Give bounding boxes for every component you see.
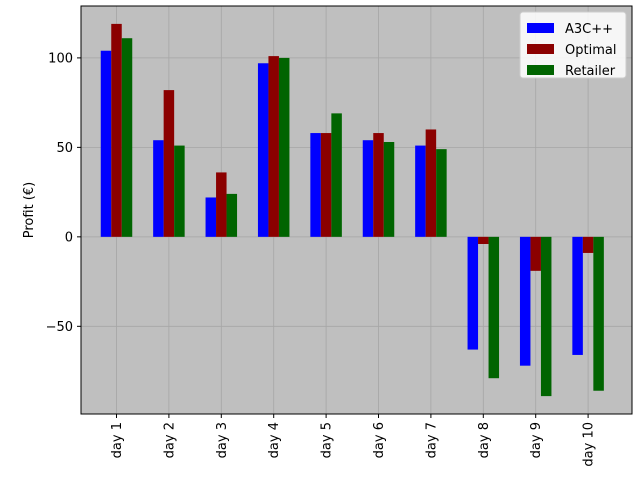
bar-retailer-day-8 — [488, 236, 500, 379]
legend-label: A3C++ — [565, 22, 613, 37]
bar-retailer-day-6 — [383, 142, 395, 237]
y-tick-label: 50 — [56, 141, 73, 156]
y-tick-label: −50 — [46, 320, 73, 335]
bar-optimal-day-2 — [163, 90, 175, 237]
bar-retailer-day-9 — [540, 236, 552, 397]
y-tick-label: 100 — [48, 51, 73, 66]
bar-retailer-day-5 — [331, 113, 342, 237]
x-tick-label: day 3 — [215, 422, 230, 458]
bar-optimal-day-4 — [268, 56, 279, 237]
bars — [100, 23, 604, 397]
y-axis-label: Profit (€) — [22, 182, 37, 238]
bar-retailer-day-4 — [278, 57, 290, 237]
bar-optimal-day-9 — [530, 236, 541, 271]
x-tick-label: day 4 — [267, 422, 282, 458]
bar-a3c--day-10 — [572, 236, 583, 355]
bar-optimal-day-10 — [582, 236, 594, 253]
bar-optimal-day-6 — [373, 133, 384, 237]
bar-a3c--day-4 — [257, 63, 269, 237]
bar-a3c--day-2 — [153, 140, 164, 237]
bar-retailer-day-3 — [226, 193, 238, 237]
bar-a3c--day-9 — [519, 236, 531, 366]
legend-label: Optimal — [565, 43, 616, 58]
legend-label: Retailer — [565, 64, 616, 79]
bar-a3c--day-1 — [100, 50, 112, 237]
legend-swatch — [527, 44, 554, 54]
bar-a3c--day-6 — [362, 140, 374, 237]
bar-optimal-day-5 — [320, 133, 332, 237]
bar-retailer-day-10 — [593, 236, 604, 391]
plot-frame — [80, 5, 633, 415]
bar-optimal-day-3 — [216, 172, 227, 237]
bar-retailer-day-7 — [436, 149, 447, 237]
bar-a3c--day-3 — [205, 197, 217, 237]
bar-optimal-day-1 — [111, 23, 122, 237]
x-tick-label: day 8 — [477, 422, 492, 458]
bar-optimal-day-7 — [425, 129, 437, 237]
legend-swatch — [527, 23, 554, 33]
x-tick-label: day 7 — [424, 422, 439, 458]
bar-retailer-day-1 — [121, 38, 133, 237]
legend-swatch — [527, 65, 554, 75]
axis-ticks: day 1 day 2 day 3 day 4 day 5 day 6 day 7 day 8… — [46, 51, 597, 466]
legend: A3C++ Optimal Retailer — [519, 11, 627, 79]
bar-a3c--day-8 — [467, 236, 479, 350]
x-tick-label: day 6 — [372, 422, 387, 458]
x-tick-label: day 2 — [162, 422, 177, 458]
x-tick-label: day 10 — [582, 422, 597, 467]
x-tick-label: day 5 — [320, 422, 335, 458]
bar-optimal-day-8 — [478, 236, 489, 244]
bar-retailer-day-2 — [174, 145, 185, 237]
x-tick-label: day 1 — [110, 422, 125, 458]
x-tick-label: day 9 — [529, 422, 544, 458]
bar-a3c--day-5 — [310, 133, 321, 237]
bar-a3c--day-7 — [415, 145, 426, 237]
y-tick-label: 0 — [65, 230, 73, 245]
